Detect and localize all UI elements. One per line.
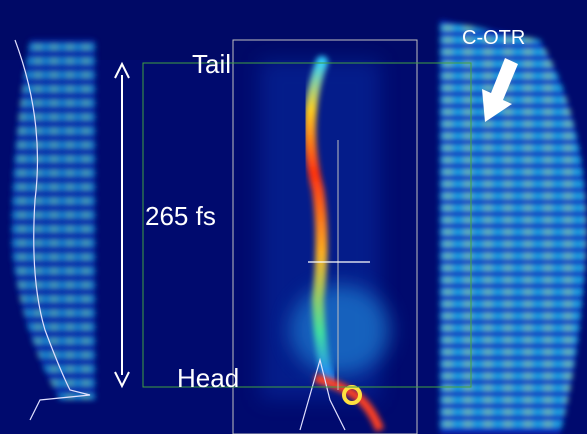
- c-otr-label: C-OTR: [462, 27, 525, 49]
- head-label: Head: [177, 363, 239, 393]
- beam-image: Tail 265 fs Head C-OTR: [0, 0, 587, 434]
- duration-label: 265 fs: [145, 201, 216, 231]
- head-glow: [290, 285, 390, 375]
- tail-label: Tail: [192, 49, 231, 79]
